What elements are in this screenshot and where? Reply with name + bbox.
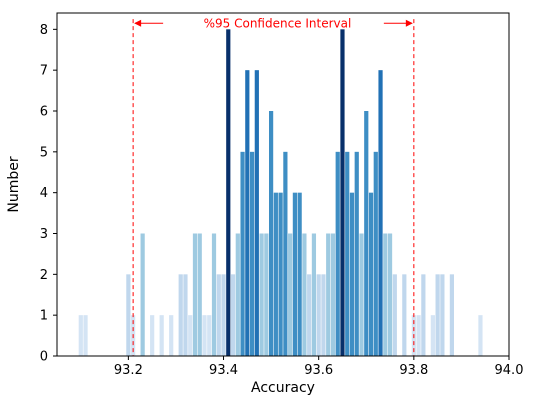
histogram-bar bbox=[259, 233, 264, 356]
y-tick-label: 2 bbox=[40, 268, 48, 283]
y-axis-label: Number bbox=[6, 156, 22, 212]
histogram-bar bbox=[326, 233, 331, 356]
histogram-bar bbox=[249, 151, 255, 356]
plot-frame bbox=[56, 12, 510, 357]
histogram-bar bbox=[349, 192, 355, 356]
x-tick-label: 93.6 bbox=[304, 363, 333, 378]
y-tick-label: 8 bbox=[40, 23, 48, 38]
histogram-bar bbox=[449, 274, 455, 356]
histogram-bar bbox=[378, 70, 383, 357]
histogram-bar bbox=[359, 233, 364, 356]
x-tick-label: 93.4 bbox=[209, 363, 238, 378]
bars-layer bbox=[78, 29, 483, 357]
histogram-bar bbox=[364, 111, 369, 356]
histogram-bar bbox=[392, 274, 397, 356]
histogram-bar bbox=[478, 315, 483, 356]
histogram-bar bbox=[311, 233, 317, 356]
histogram-bar bbox=[150, 315, 155, 356]
y-tick-label: 7 bbox=[40, 64, 48, 79]
histogram-bar bbox=[126, 274, 131, 356]
histogram-bar bbox=[183, 274, 188, 356]
histogram-bar bbox=[307, 274, 312, 356]
y-tick-label: 5 bbox=[40, 145, 48, 160]
histogram-bar bbox=[216, 274, 221, 356]
histogram-bar bbox=[283, 151, 288, 356]
histogram-bar bbox=[230, 274, 236, 356]
y-tick-label: 6 bbox=[40, 105, 48, 120]
histogram-bar bbox=[221, 274, 226, 356]
histogram-bar bbox=[211, 233, 217, 356]
histogram-bar bbox=[416, 315, 421, 356]
histogram-bar bbox=[335, 151, 340, 356]
histogram-bar bbox=[273, 192, 278, 356]
histogram-bar bbox=[240, 151, 245, 356]
left-arrowhead bbox=[134, 19, 142, 27]
histogram-bar bbox=[169, 315, 174, 356]
histogram-bar bbox=[254, 70, 259, 357]
confidence-interval-label: %95 Confidence Interval bbox=[204, 17, 352, 31]
histogram-bar bbox=[402, 274, 407, 356]
histogram-bar bbox=[368, 192, 374, 356]
histogram-bar bbox=[421, 274, 426, 356]
histogram-bar bbox=[340, 29, 345, 356]
histogram-bar bbox=[207, 315, 212, 356]
y-tick-label: 0 bbox=[40, 350, 48, 365]
histogram-bar bbox=[288, 233, 293, 356]
y-tick-label: 4 bbox=[40, 186, 48, 201]
histogram-bar bbox=[321, 274, 326, 356]
histogram-bar bbox=[245, 70, 250, 357]
histogram-bar bbox=[159, 315, 164, 356]
histogram-bar bbox=[235, 233, 240, 356]
histogram-bar bbox=[297, 192, 302, 356]
y-tick-label: 3 bbox=[40, 227, 48, 242]
histogram-bar bbox=[226, 29, 231, 356]
histogram-bar bbox=[345, 151, 350, 356]
histogram-bar bbox=[140, 233, 145, 356]
y-tick-label: 1 bbox=[40, 309, 48, 324]
histogram-bar bbox=[435, 274, 440, 356]
x-axis-label: Accuracy bbox=[251, 380, 315, 396]
histogram-bar bbox=[373, 151, 378, 356]
histogram-bar bbox=[178, 274, 183, 356]
histogram-bar bbox=[383, 233, 388, 356]
histogram-bar bbox=[440, 274, 445, 356]
histogram-bar bbox=[316, 274, 321, 356]
histogram-bar bbox=[264, 233, 269, 356]
histogram-bar bbox=[202, 315, 207, 356]
x-tick-label: 93.2 bbox=[114, 363, 143, 378]
histogram-bar bbox=[188, 315, 193, 356]
histogram-bar bbox=[330, 233, 336, 356]
histogram-bar bbox=[278, 192, 283, 356]
histogram-bar bbox=[269, 111, 274, 356]
x-tick-label: 94.0 bbox=[495, 363, 524, 378]
y-axis-ticks: 0 1 2 3 4 5 6 7 8 bbox=[40, 23, 57, 365]
confidence-interval-lines bbox=[132, 19, 415, 356]
histogram-bar bbox=[354, 151, 359, 356]
confidence-interval-annotation: %95 Confidence Interval bbox=[134, 17, 413, 31]
histogram-bar bbox=[387, 233, 393, 356]
x-axis-ticks: 93.2 93.4 93.6 93.8 94.0 bbox=[114, 356, 524, 378]
histogram-bar bbox=[197, 233, 202, 356]
histogram-bar bbox=[430, 315, 435, 356]
histogram-bar bbox=[292, 192, 297, 356]
x-tick-label: 93.8 bbox=[399, 363, 428, 378]
histogram-bar bbox=[83, 315, 88, 356]
histogram-bar bbox=[302, 233, 307, 356]
right-arrowhead bbox=[405, 19, 413, 27]
histogram-bar bbox=[192, 233, 198, 356]
histogram-bar bbox=[78, 315, 83, 356]
